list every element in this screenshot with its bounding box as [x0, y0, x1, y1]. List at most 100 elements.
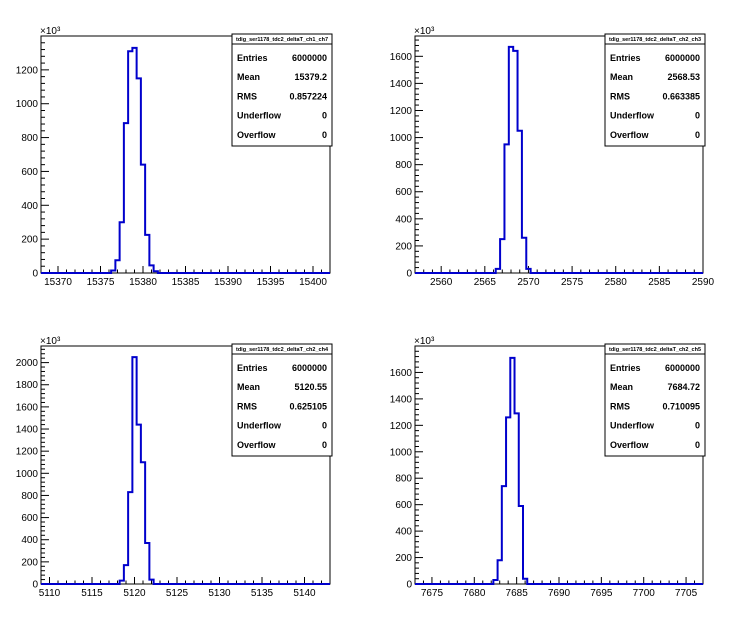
x-tick-label: 15370 [44, 277, 72, 288]
stats-value: 0.663385 [662, 91, 700, 101]
stats-label: Underflow [610, 111, 655, 121]
x-tick-label: 2585 [648, 277, 671, 288]
x-tick-label: 2560 [430, 277, 453, 288]
x-tick-label: 7695 [590, 588, 613, 599]
x-tick-label: 5140 [293, 588, 316, 599]
x-tick-label: 7705 [675, 588, 698, 599]
stats-value: 0 [322, 440, 327, 450]
y-tick-label: 1800 [16, 380, 39, 391]
histogram-pad: 15370 15375 15380 15385 15390 15395 15400 0 200 4… [16, 26, 333, 288]
y-tick-label: 2000 [16, 358, 39, 369]
stats-box-frame [604, 33, 706, 147]
y-tick-label: 200 [21, 557, 38, 568]
y-tick-label: 1400 [16, 425, 39, 436]
stats-box-frame [231, 343, 333, 457]
stats-label: Overflow [237, 440, 277, 450]
histogram-line [41, 356, 330, 585]
stats-value: 6000000 [292, 53, 327, 63]
stats-title: tdig_ser1178_tdc2_deltaT_ch2_ch5 [609, 347, 701, 353]
y-multiplier-label: ×10³ [40, 26, 61, 37]
stats-label: Overflow [610, 440, 650, 450]
stats-label: Entries [610, 363, 641, 373]
stats-value: 0.857224 [289, 91, 327, 101]
histogram-pad: 2560 2565 2570 2575 2580 2585 2590 0 200 400 600 80… [390, 26, 715, 288]
x-tick-label: 2575 [561, 277, 584, 288]
stats-value: 0 [322, 130, 327, 140]
y-tick-label: 0 [32, 269, 38, 280]
x-tick-label: 5110 [39, 588, 61, 599]
y-tick-label: 200 [395, 553, 412, 564]
histogram-line [41, 46, 330, 274]
y-tick-label: 400 [21, 535, 38, 546]
x-tick-label: 5135 [251, 588, 274, 599]
stats-value: 6000000 [665, 53, 700, 63]
stats-label: Mean [610, 382, 633, 392]
y-tick-label: 1600 [390, 368, 413, 379]
stats-value: 0 [695, 440, 700, 450]
stats-label: Underflow [237, 111, 282, 121]
y-tick-label: 1000 [16, 469, 39, 480]
x-tick-label: 2590 [692, 277, 715, 288]
histogram-line [415, 356, 703, 585]
stats-label: Underflow [610, 421, 655, 431]
y-tick-label: 800 [21, 491, 38, 502]
y-tick-label: 800 [395, 160, 412, 171]
x-tick-label: 5125 [166, 588, 189, 599]
x-tick-label: 15395 [257, 277, 285, 288]
y-multiplier-label: ×10³ [40, 336, 61, 347]
stats-value: 5120.55 [294, 382, 327, 392]
x-tick-label: 7700 [633, 588, 656, 599]
stats-label: Mean [610, 72, 633, 82]
stats-box: tdig_ser1178_tdc2_deltaT_ch2_ch5 Entries 6… [604, 343, 706, 457]
x-tick-label: 7675 [421, 588, 444, 599]
stats-box: tdig_ser1178_tdc2_deltaT_ch2_ch4 Entries 6… [231, 343, 333, 457]
stats-value: 7684.72 [667, 382, 700, 392]
x-tick-label: 5120 [123, 588, 146, 599]
stats-value: 6000000 [665, 363, 700, 373]
stats-box-frame [604, 343, 706, 457]
stats-value: 0 [695, 111, 700, 121]
stats-value: 0.710095 [662, 401, 700, 411]
histogram-line [415, 45, 703, 274]
y-tick-label: 1400 [390, 79, 413, 90]
y-tick-label: 800 [395, 474, 412, 485]
stats-box: tdig_ser1178_tdc2_deltaT_ch2_ch3 Entries 6… [604, 33, 706, 147]
stats-title: tdig_ser1178_tdc2_deltaT_ch2_ch4 [236, 347, 329, 353]
y-tick-label: 800 [21, 133, 38, 144]
stats-label: Entries [237, 363, 268, 373]
y-tick-label: 400 [21, 201, 38, 212]
x-tick-label: 5130 [208, 588, 231, 599]
stats-label: RMS [237, 91, 257, 101]
stats-label: RMS [610, 91, 630, 101]
stats-label: Overflow [610, 130, 650, 140]
y-multiplier-label: ×10³ [414, 336, 435, 347]
y-tick-label: 600 [21, 167, 38, 178]
x-tick-label: 15385 [172, 277, 200, 288]
x-tick-label: 15390 [214, 277, 242, 288]
y-tick-label: 1000 [390, 133, 413, 144]
stats-box: tdig_ser1178_tdc2_deltaT_ch1_ch7 Entries 6… [231, 33, 333, 147]
x-tick-label: 2570 [517, 277, 540, 288]
x-tick-label: 15380 [129, 277, 157, 288]
x-tick-label: 7680 [463, 588, 486, 599]
y-tick-label: 0 [406, 269, 412, 280]
stats-label: Entries [237, 53, 268, 63]
y-tick-label: 1600 [16, 402, 39, 413]
stats-title: tdig_ser1178_tdc2_deltaT_ch2_ch3 [609, 37, 701, 43]
stats-label: Mean [237, 382, 260, 392]
stats-box-frame [231, 33, 333, 147]
histogram-pad: 7675 7680 7685 7690 7695 7700 7705 0 200 400 600 80… [390, 336, 706, 599]
stats-value: 15379.2 [294, 72, 327, 82]
stats-label: RMS [610, 401, 630, 411]
y-tick-label: 200 [395, 241, 412, 252]
y-tick-label: 600 [395, 500, 412, 511]
y-tick-label: 1600 [390, 52, 413, 63]
stats-value: 6000000 [292, 363, 327, 373]
y-tick-label: 600 [21, 513, 38, 524]
stats-value: 2568.53 [667, 72, 700, 82]
y-tick-label: 1000 [390, 447, 413, 458]
y-multiplier-label: ×10³ [414, 26, 435, 37]
stats-label: Entries [610, 53, 641, 63]
stats-value: 0 [695, 130, 700, 140]
